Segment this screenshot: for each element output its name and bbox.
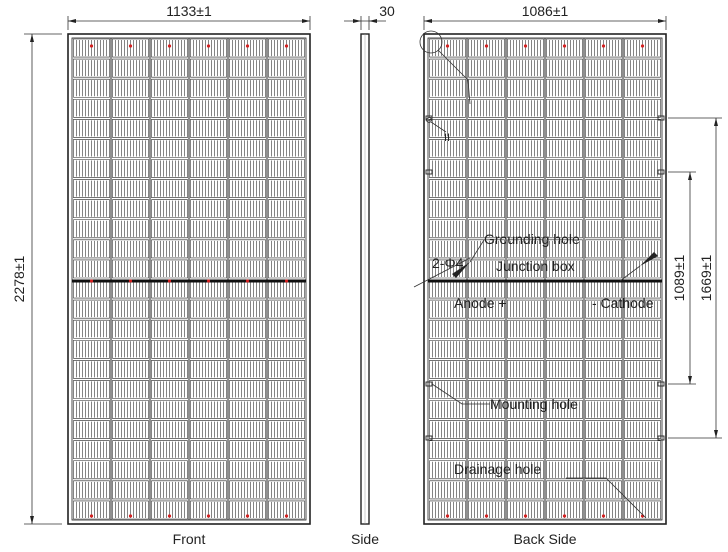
side-caption: Side: [351, 531, 379, 547]
busbar-marker: [206, 514, 211, 518]
busbar-marker: [128, 279, 133, 283]
busbar-marker: [523, 514, 528, 518]
junction-box-label: Junction box: [496, 258, 575, 274]
busbar-marker: [562, 514, 567, 518]
dimension-lines: [24, 16, 722, 525]
busbar-marker: [284, 514, 289, 518]
busbar-marker: [284, 279, 289, 283]
busbar-marker: [640, 44, 645, 48]
mounting-hole-label: Mounting hole: [490, 396, 578, 412]
back-view: [423, 33, 667, 525]
busbar-marker: [484, 44, 489, 48]
mount-spacing-inner-label: 1089±1: [671, 254, 687, 301]
busbar-marker: [245, 514, 250, 518]
busbar-marker: [601, 514, 606, 518]
mounting-holes: [425, 115, 665, 441]
front-view: [67, 33, 311, 525]
annotation-labels: Grounding hole Junction box 2-Φ4 Anode +…: [432, 132, 654, 477]
busbar-marker: [562, 44, 567, 48]
busbar-marker: [167, 514, 172, 518]
busbar-marker: [245, 279, 250, 283]
cathode-label: - Cathode: [592, 295, 654, 311]
busbar-marker: [128, 514, 133, 518]
solar-cell-grid: [429, 38, 661, 520]
busbar-marker: [167, 44, 172, 48]
drainage-hole-label: Drainage hole: [454, 461, 541, 477]
busbar-marker: [206, 279, 211, 283]
solar-cell-grid: [73, 38, 305, 520]
side-view: [360, 33, 370, 525]
front-width-label: 1133±1: [166, 3, 212, 19]
busbar-marker: [89, 514, 94, 518]
busbar-marker: [284, 44, 289, 48]
front-caption: Front: [173, 531, 206, 547]
height-label: 2278±1: [11, 255, 27, 302]
mount-spacing-outer-label: 1669±1: [698, 254, 714, 301]
leader-lines: [413, 30, 647, 519]
back-width-label: 1086±1: [522, 3, 569, 19]
busbar-marker: [523, 44, 528, 48]
junction-box-markers: [452, 252, 658, 278]
grounding-hole-label: Grounding hole: [484, 231, 580, 247]
busbar-marker: [128, 44, 133, 48]
busbar-marker: [206, 44, 211, 48]
detail-mark-label: II: [444, 132, 450, 144]
dimension-arrows: [30, 19, 718, 524]
busbar-marker: [484, 514, 489, 518]
side-depth-label: 30: [379, 3, 395, 19]
busbar-marker: [89, 44, 94, 48]
busbar-marker: [245, 44, 250, 48]
view-captions: Front Side Back Side: [173, 531, 577, 547]
busbar-marker: [445, 44, 450, 48]
back-caption: Back Side: [513, 531, 576, 547]
hole-diameter-label: 2-Φ4: [432, 255, 464, 271]
busbar-marker: [89, 279, 94, 283]
busbar-marker: [167, 279, 172, 283]
dimension-labels: 1133±1 30 1086±1 2278±1 1089±1 1669±1: [11, 3, 714, 302]
busbar-marker: [445, 514, 450, 518]
anode-label: Anode +: [454, 295, 507, 311]
busbar-marker: [601, 44, 606, 48]
